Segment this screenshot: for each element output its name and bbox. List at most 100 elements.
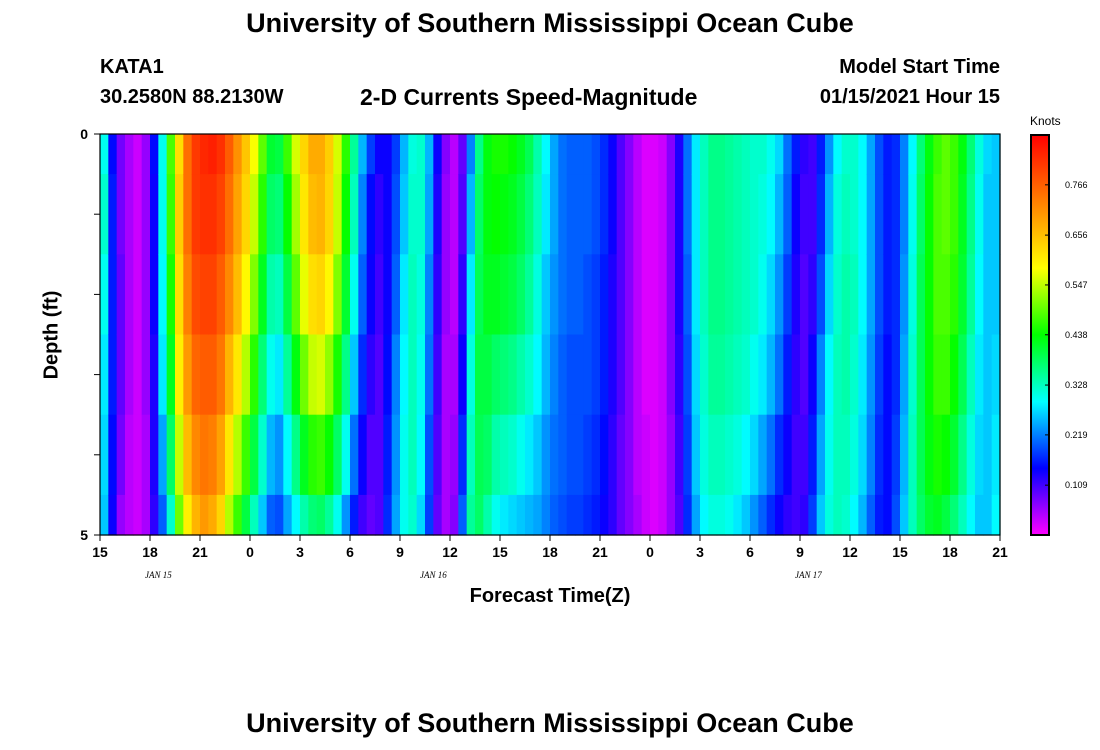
heatmap-cell — [533, 334, 543, 416]
heatmap-cell — [150, 254, 159, 336]
heatmap-cell — [125, 134, 134, 175]
heatmap-cell — [958, 174, 968, 255]
x-tick-label: 9 — [396, 544, 404, 560]
heatmap-cell — [333, 254, 343, 336]
heatmap-cell — [216, 134, 226, 175]
heatmap-cell — [991, 494, 1001, 536]
heatmap-cell — [650, 414, 659, 496]
heatmap-cell — [758, 134, 768, 175]
heatmap-cell — [125, 254, 134, 336]
heatmap-cell — [616, 494, 626, 536]
heatmap-cell — [300, 414, 309, 496]
heatmap-cell — [575, 334, 584, 416]
y-tick-label: 0 — [80, 126, 88, 142]
heatmap-cell — [741, 494, 751, 536]
heatmap-cell — [891, 174, 901, 255]
heatmap-cell — [916, 174, 926, 255]
heatmap-cell — [250, 494, 259, 536]
heatmap-cell — [833, 254, 843, 336]
heatmap-cell — [608, 334, 618, 416]
heatmap-cell — [366, 134, 376, 175]
heatmap-cell — [208, 134, 218, 175]
heatmap-cell — [966, 414, 976, 496]
heatmap-cell — [108, 414, 118, 496]
heatmap-cell — [158, 134, 168, 175]
heatmap-cell — [575, 254, 584, 336]
heatmap-cell — [883, 134, 893, 175]
heatmap-cell — [375, 174, 384, 255]
heatmap-cell — [350, 134, 359, 175]
x-tick-label: 15 — [92, 544, 108, 560]
heatmap-cell — [358, 134, 368, 175]
heatmap-cell — [783, 414, 793, 496]
heatmap-cell — [708, 334, 718, 416]
heatmap-cell — [608, 134, 618, 175]
heatmap-cell — [225, 334, 234, 416]
heatmap-cell — [625, 414, 634, 496]
heatmap-cell — [791, 494, 801, 536]
heatmap-cell — [791, 334, 801, 416]
heatmap-cell — [908, 494, 918, 536]
heatmap-cell — [541, 134, 551, 175]
heatmap-cell — [408, 174, 418, 255]
heatmap-cell — [958, 414, 968, 496]
heatmap-cell — [316, 414, 326, 496]
heatmap-cell — [758, 334, 768, 416]
heatmap-cell — [741, 334, 751, 416]
heatmap-cell — [275, 134, 284, 175]
heatmap-cell — [516, 414, 526, 496]
heatmap-cell — [225, 254, 234, 336]
heatmap-cell — [350, 334, 359, 416]
heatmap-cell — [458, 334, 468, 416]
heatmap-cell — [500, 414, 509, 496]
heatmap-cell — [425, 134, 434, 175]
heatmap-cell — [858, 254, 868, 336]
heatmap-cell — [566, 334, 576, 416]
heatmap-cell — [566, 494, 576, 536]
heatmap-cell — [375, 494, 384, 536]
heatmap-cell — [716, 414, 726, 496]
heatmap-cell — [850, 134, 859, 175]
heatmap-cell — [158, 254, 168, 336]
heatmap-cell — [866, 134, 876, 175]
heatmap-cell — [483, 494, 493, 536]
heatmap-cell — [391, 494, 401, 536]
heatmap-cell — [525, 174, 534, 255]
heatmap-cell — [833, 414, 843, 496]
heatmap-cell — [683, 254, 693, 336]
heatmap-cell — [408, 494, 418, 536]
heatmap-cell — [116, 494, 126, 536]
heatmap-cell — [358, 494, 368, 536]
heatmap-cell — [875, 174, 884, 255]
x-tick-label: 0 — [646, 544, 654, 560]
heatmap-cell — [416, 494, 426, 536]
heatmap-cell — [866, 174, 876, 255]
x-tick-label: 21 — [592, 544, 608, 560]
heatmap-cell — [100, 334, 109, 416]
colorbar-tick-label: 0.109 — [1065, 480, 1088, 490]
heatmap-cell — [308, 414, 318, 496]
heatmap-cell — [733, 414, 743, 496]
heatmap-cell — [841, 494, 851, 536]
heatmap-cell — [258, 334, 268, 416]
heatmap-cell — [908, 334, 918, 416]
heatmap-cell — [775, 134, 784, 175]
heatmap-cell — [658, 334, 668, 416]
heatmap-cell — [450, 334, 459, 416]
heatmap-cell — [991, 334, 1001, 416]
heatmap-cell — [725, 494, 734, 536]
heatmap-cell — [900, 134, 909, 175]
heatmap-cell — [625, 334, 634, 416]
heatmap-cell — [616, 254, 626, 336]
colorbar-tick-label: 0.219 — [1065, 430, 1088, 440]
heatmap-cell — [358, 254, 368, 336]
heatmap-cell — [850, 494, 859, 536]
heatmap-cell — [416, 134, 426, 175]
heatmap-cell — [266, 174, 276, 255]
heatmap-cell — [800, 134, 809, 175]
heatmap-cell — [350, 414, 359, 496]
heatmap-cell — [550, 254, 559, 336]
heatmap-cell — [508, 334, 518, 416]
heatmap-cell — [708, 254, 718, 336]
heatmap-cell — [525, 254, 534, 336]
